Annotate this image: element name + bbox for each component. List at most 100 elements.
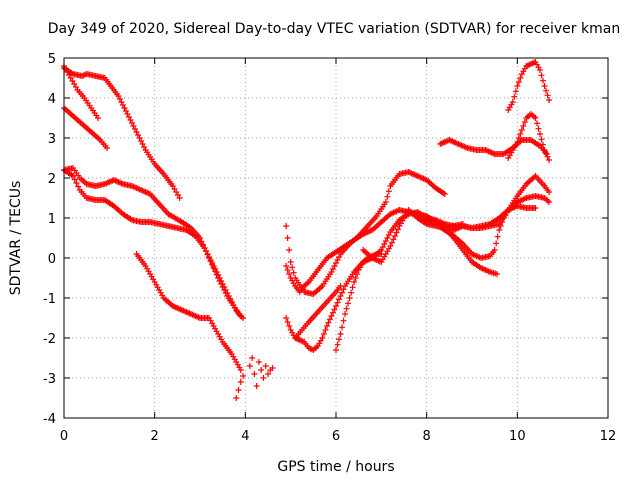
- data-series: [414, 211, 500, 277]
- x-axis-label: GPS time / hours: [277, 459, 394, 475]
- data-point: [541, 147, 548, 153]
- data-series: [505, 59, 553, 113]
- data-point: [320, 331, 327, 337]
- data-point: [511, 93, 518, 100]
- data-point: [269, 365, 276, 371]
- data-point: [283, 315, 290, 321]
- data-point: [493, 271, 500, 277]
- data-series: [61, 105, 111, 151]
- grid: [64, 58, 608, 418]
- data-point: [284, 235, 291, 241]
- data-point: [255, 359, 262, 365]
- data-point: [342, 311, 349, 317]
- data-point: [337, 331, 344, 337]
- data-point: [289, 264, 296, 271]
- data-point: [493, 240, 500, 247]
- data-point: [286, 271, 293, 277]
- data-point: [537, 131, 543, 137]
- y-tick-label: 0: [48, 252, 56, 267]
- data-point: [336, 336, 343, 343]
- data-point: [517, 75, 524, 81]
- x-tick-label: 2: [151, 429, 159, 444]
- data-point: [543, 87, 550, 94]
- data-point: [323, 323, 330, 329]
- data-point: [546, 199, 553, 205]
- y-tick-label: 4: [48, 92, 56, 107]
- y-tick-label: -3: [43, 372, 56, 387]
- data-point: [538, 136, 545, 143]
- data-point: [286, 247, 293, 253]
- data-point: [331, 306, 338, 313]
- data-point: [337, 293, 344, 299]
- x-tick-label: 4: [241, 429, 249, 444]
- data-point: [328, 313, 335, 319]
- data-point: [521, 119, 528, 125]
- data-point: [533, 120, 540, 127]
- data-point: [71, 176, 78, 183]
- data-point: [349, 284, 356, 291]
- data-point: [75, 183, 82, 190]
- data-point: [382, 199, 389, 205]
- data-point: [290, 269, 297, 276]
- data-point: [258, 367, 265, 373]
- data-point: [514, 83, 521, 89]
- data-point: [520, 123, 527, 129]
- data-point: [352, 275, 359, 281]
- data-point: [237, 379, 244, 385]
- data-point: [73, 180, 80, 186]
- data-series: [333, 251, 385, 353]
- data-point: [337, 283, 344, 289]
- data-point: [329, 309, 336, 316]
- data-point: [514, 139, 521, 145]
- data-point: [176, 195, 183, 201]
- data-point: [537, 67, 543, 73]
- data-point: [345, 300, 352, 307]
- chart-title: Day 349 of 2020, Sidereal Day-to-day VTE…: [48, 21, 620, 37]
- data-point: [546, 157, 553, 163]
- data-point: [351, 279, 358, 285]
- data-point: [354, 271, 361, 277]
- data-point: [95, 115, 101, 121]
- data-point: [104, 145, 111, 151]
- data-point: [543, 151, 550, 157]
- data-point: [333, 303, 339, 309]
- data-point: [393, 229, 400, 236]
- data-point: [240, 373, 247, 379]
- data-point: [512, 88, 519, 95]
- y-tick-label: -1: [43, 292, 56, 307]
- y-tick-label: -4: [43, 412, 56, 427]
- data-point: [253, 383, 260, 389]
- data-point: [260, 375, 267, 381]
- data-series: [292, 283, 344, 341]
- y-tick-label: 5: [48, 52, 56, 67]
- x-tick-label: 12: [600, 429, 617, 444]
- data-point: [540, 77, 547, 84]
- data-point: [499, 219, 506, 225]
- data-point: [494, 233, 501, 240]
- data-point: [284, 319, 291, 325]
- data-point: [246, 363, 253, 369]
- data-marks: [61, 59, 553, 401]
- data-point: [251, 371, 258, 377]
- data-series: [283, 203, 539, 295]
- data-series: [441, 193, 553, 261]
- data-point: [543, 150, 550, 157]
- data-point: [391, 233, 398, 239]
- data-point: [496, 227, 503, 233]
- x-tick-label: 0: [60, 429, 68, 444]
- data-point: [287, 259, 294, 265]
- data-point: [515, 135, 522, 141]
- data-point: [240, 315, 247, 321]
- data-series: [233, 379, 244, 401]
- data-point: [532, 205, 539, 211]
- data-point: [532, 115, 539, 121]
- data-point: [336, 296, 343, 303]
- x-tick-label: 8: [423, 429, 431, 444]
- data-series: [505, 111, 553, 163]
- data-point: [339, 289, 346, 296]
- y-tick-label: 1: [48, 212, 56, 227]
- data-point: [515, 79, 522, 85]
- data-series: [246, 355, 276, 389]
- data-point: [518, 127, 525, 133]
